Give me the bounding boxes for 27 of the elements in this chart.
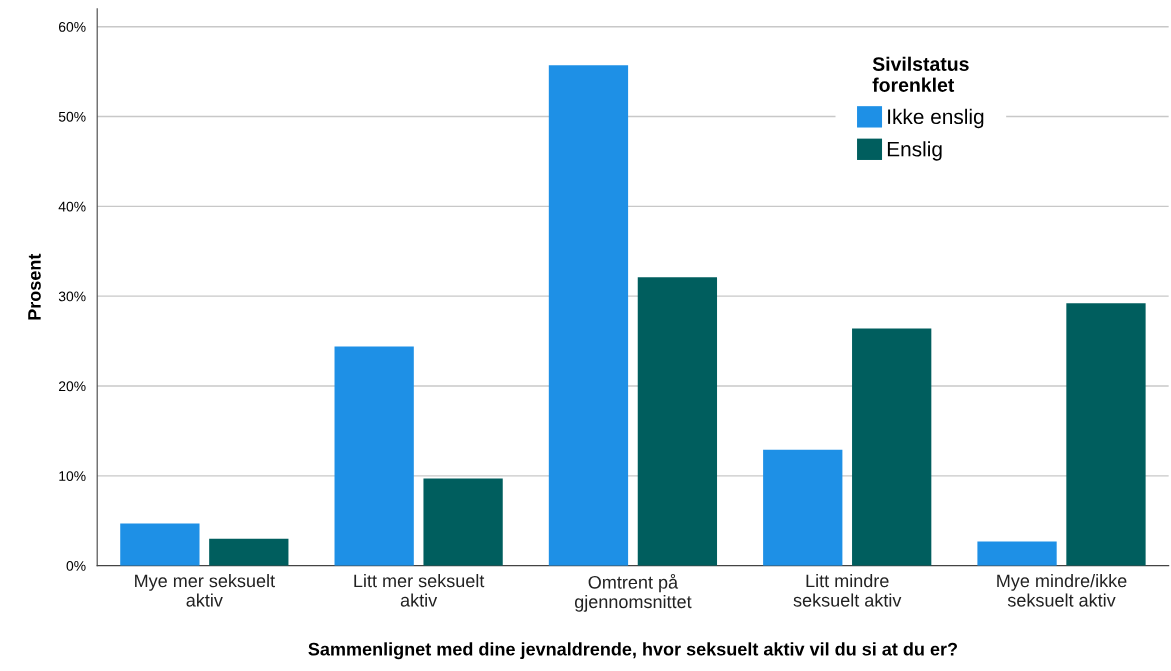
y-tick-label: 10%	[59, 471, 86, 481]
x-tick-label: Mye mindre/ikke seksuelt aktiv	[997, 573, 1127, 607]
bar	[423, 478, 503, 566]
y-tick-label: 60%	[58, 22, 86, 32]
y-tick-label: 40%	[58, 201, 86, 212]
x-axis-title: Sammenlignet med dine jevnaldrende, hvor seksuelt aktiv vil du si at du er?	[308, 642, 958, 660]
bar	[1066, 303, 1146, 566]
y-tick-label: 0%	[66, 560, 86, 571]
bar	[977, 541, 1057, 566]
legend-label: Ikke enslig	[888, 108, 984, 129]
x-tick-label: Mye mer seksuelt aktiv	[135, 573, 275, 607]
y-axis-title: Prosent	[28, 253, 41, 320]
bar	[637, 277, 718, 566]
bar	[763, 449, 843, 566]
bar	[120, 523, 200, 566]
y-tick-label: 20%	[58, 381, 86, 392]
legend-label: Enslig	[887, 141, 942, 161]
x-tick-label: Litt mer seksuelt aktiv	[354, 573, 485, 607]
y-tick-label: 30%	[58, 291, 86, 302]
legend-title: Sivilstatus forenklet	[872, 56, 969, 92]
bar	[209, 538, 289, 566]
bar	[334, 346, 414, 566]
bar	[548, 65, 629, 566]
bar	[852, 328, 932, 566]
x-tick-label: Omtrent på gjennomsnittet	[574, 573, 692, 612]
y-tick-label: 50%	[58, 111, 86, 122]
x-tick-label: Litt mindre seksuelt aktiv	[793, 573, 902, 607]
